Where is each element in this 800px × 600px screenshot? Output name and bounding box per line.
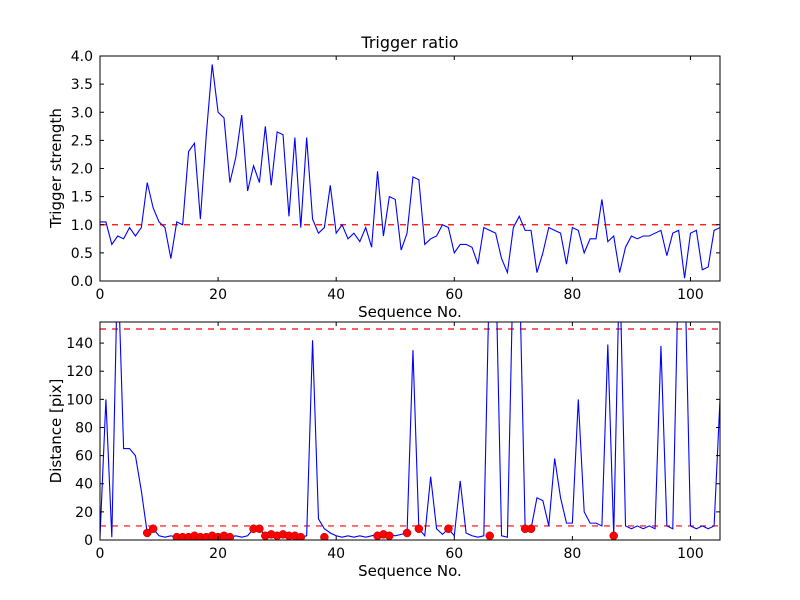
y-tick-label: 20: [75, 505, 93, 521]
data-line-trigger-strength: [100, 64, 720, 279]
subplot-bottom: 0 20 40 60 80 100 0 20 40 60 80 100 120 140: [66, 321, 721, 562]
x-tick-label: 80: [563, 546, 581, 562]
subplot-top: 0 20 40 60 80 100 0.0 0.5 1.0 1.5 2.0 2.5 3.0 3.5 4.0: [71, 49, 721, 303]
marker: [526, 524, 536, 533]
marker: [320, 532, 329, 540]
x-tick-label: 60: [445, 287, 463, 303]
x-tick-label: 20: [209, 546, 227, 562]
y-tick-label: 100: [66, 392, 93, 408]
marker: [609, 531, 618, 540]
marker: [385, 531, 394, 540]
y-tick-label: 3.0: [71, 105, 93, 121]
marker: [485, 531, 494, 540]
chart-title: Trigger ratio: [361, 33, 459, 52]
axes-border: [99, 55, 721, 282]
x-tick-label: 0: [96, 546, 105, 562]
y-tick-label: 4.0: [71, 49, 93, 65]
y-tick-label: 1.0: [71, 218, 93, 234]
x-tick-label: 60: [445, 546, 463, 562]
x-tick-label: 100: [677, 287, 704, 303]
marker: [225, 532, 235, 540]
y-tick-label: 140: [66, 336, 93, 352]
y-tick-label: 80: [75, 420, 93, 436]
x-tick-label: 0: [96, 287, 105, 303]
y-tick-label: 60: [75, 449, 93, 465]
marker: [296, 532, 306, 540]
y-tick-label: 1.5: [71, 190, 93, 206]
bottom-x-axis-label: Sequence No.: [358, 562, 462, 580]
y-tick-label: 0.0: [71, 274, 93, 290]
y-tick-label: 2.5: [71, 133, 93, 149]
marker: [414, 524, 424, 533]
x-tick-label: 20: [209, 287, 227, 303]
y-tick-label: 0: [84, 533, 93, 549]
axes-border: [99, 321, 721, 541]
x-tick-label: 80: [563, 287, 581, 303]
y-tick-label: 3.5: [71, 77, 93, 93]
top-y-axis-label: Trigger strength: [47, 108, 65, 228]
marker: [444, 524, 453, 533]
data-line-distance: [100, 322, 720, 538]
y-tick-label: 0.5: [71, 246, 93, 262]
x-tick-label: 100: [677, 546, 704, 562]
marker: [402, 528, 412, 538]
y-tick-label: 120: [66, 364, 93, 380]
x-tick-label: 40: [327, 287, 345, 303]
marker: [142, 528, 152, 538]
top-x-axis-label: Sequence No.: [358, 303, 462, 321]
marker: [255, 524, 264, 533]
y-tick-label: 2.0: [71, 162, 93, 178]
marker: [148, 524, 158, 533]
x-tick-label: 40: [327, 546, 345, 562]
y-tick-label: 40: [75, 477, 93, 493]
bottom-y-axis-label: Distance [pix]: [47, 378, 65, 484]
